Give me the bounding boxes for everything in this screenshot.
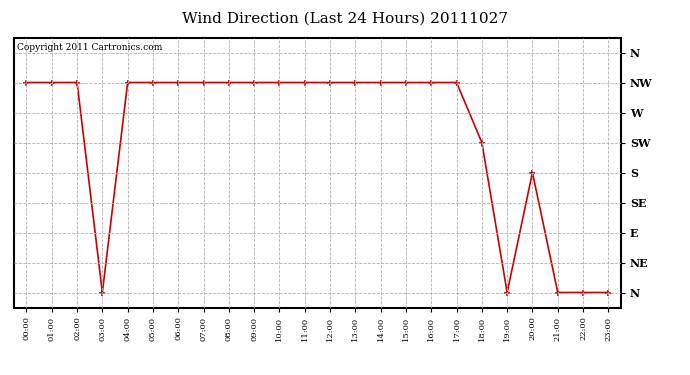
Text: Wind Direction (Last 24 Hours) 20111027: Wind Direction (Last 24 Hours) 20111027 (182, 11, 508, 25)
Text: Copyright 2011 Cartronics.com: Copyright 2011 Cartronics.com (17, 43, 162, 52)
